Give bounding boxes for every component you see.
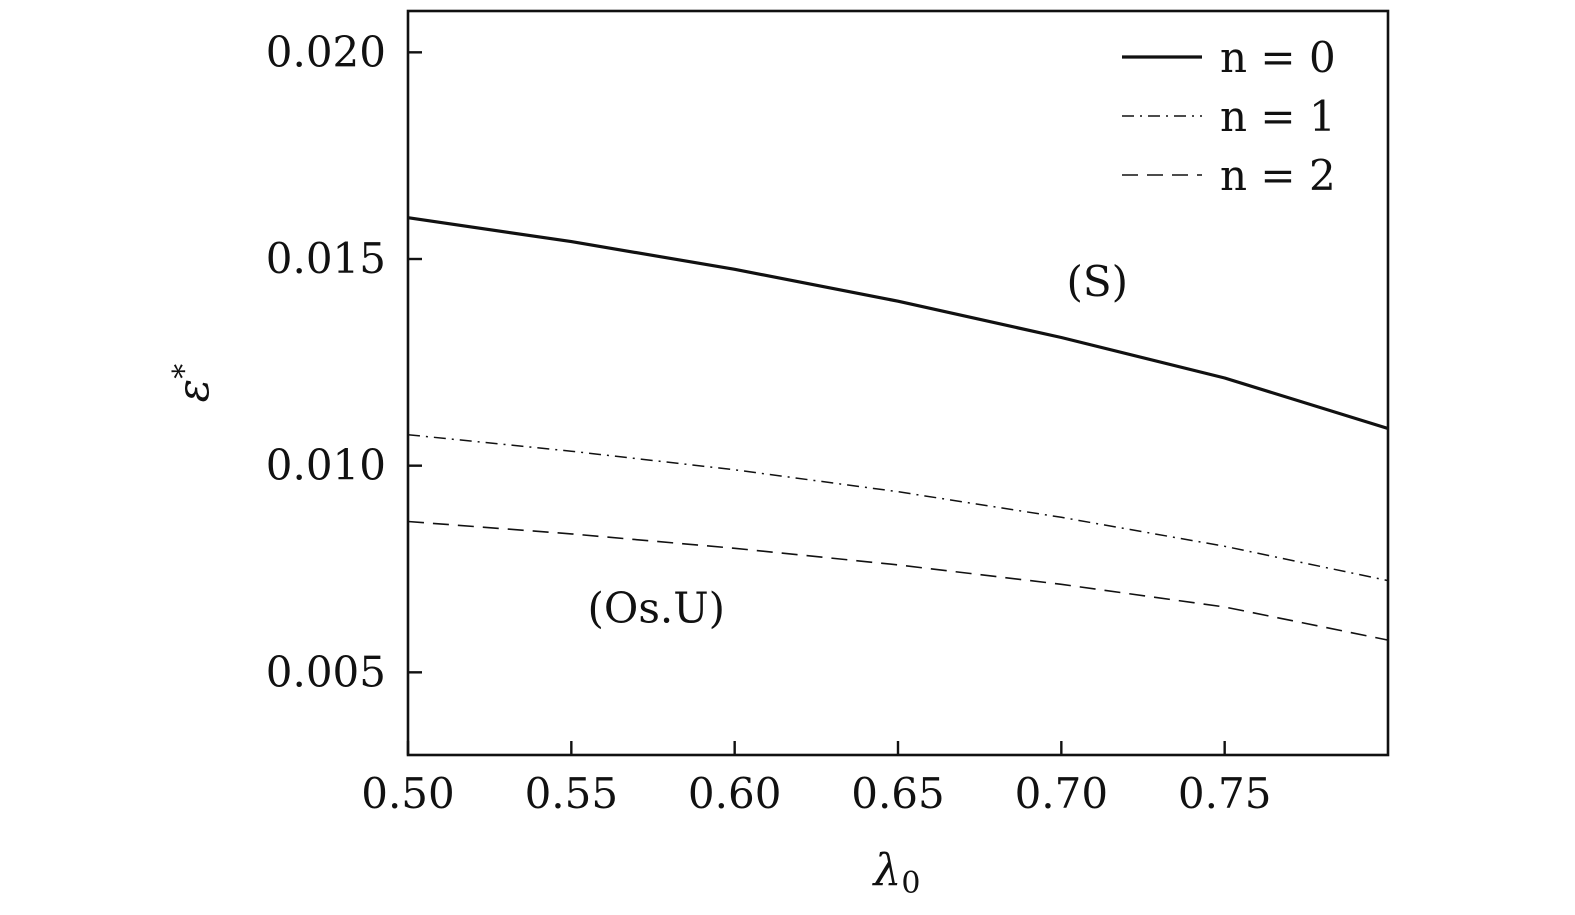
y-tick-label: 0.005 (266, 647, 386, 696)
y-axis-label: ε* (167, 364, 219, 403)
x-tick-label: 0.70 (1015, 769, 1109, 818)
x-axis-label-main: λ (872, 845, 902, 896)
y-tick-label: 0.010 (266, 441, 386, 490)
region-annotation: (S) (1066, 257, 1128, 306)
x-tick-label: 0.65 (851, 769, 945, 818)
legend-label-n2: n = 2 (1220, 151, 1336, 200)
legend-label-n1: n = 1 (1220, 92, 1336, 141)
x-axis-label: λ0 (872, 845, 921, 901)
y-tick-label: 0.015 (266, 234, 386, 283)
legend-label-n0: n = 0 (1220, 33, 1336, 82)
series-line-n1 (407, 433, 1389, 582)
x-tick-label: 0.55 (525, 769, 619, 818)
x-axis-label-sub: 0 (901, 866, 920, 901)
x-tick-label: 0.50 (361, 769, 455, 818)
y-axis-label-main: ε (168, 379, 219, 403)
series-line-n2 (407, 520, 1389, 641)
y-tick-label: 0.020 (266, 27, 386, 76)
y-axis-label-sup: * (167, 364, 202, 379)
x-tick-label: 0.75 (1178, 769, 1272, 818)
x-tick-label: 0.60 (688, 769, 782, 818)
series-line-n0 (407, 216, 1389, 431)
region-annotation: (Os.U) (588, 584, 726, 633)
